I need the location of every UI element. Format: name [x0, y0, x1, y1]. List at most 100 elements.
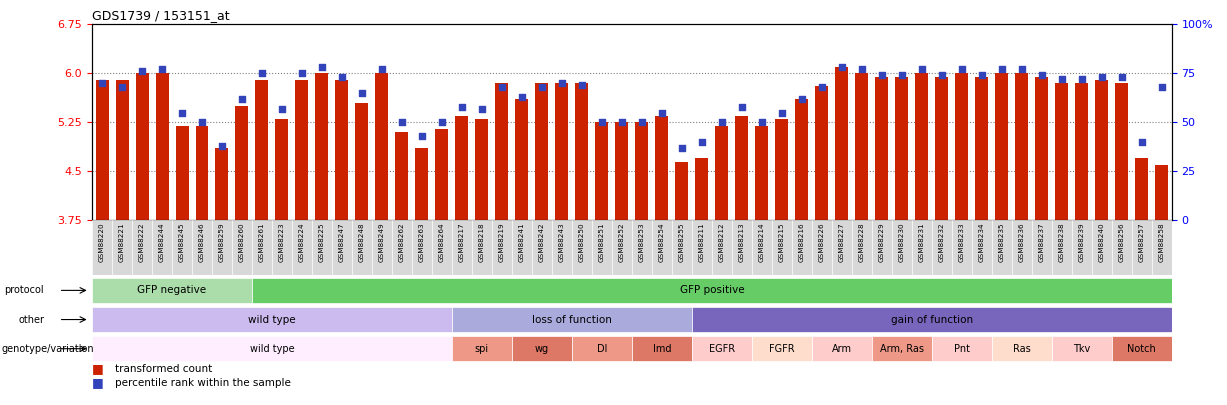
- Bar: [276, 119, 288, 220]
- Bar: [812, 336, 872, 361]
- Bar: [632, 336, 692, 361]
- Bar: [416, 149, 428, 220]
- Text: GSM88264: GSM88264: [439, 222, 445, 262]
- Bar: [1055, 83, 1069, 220]
- Point: [772, 109, 791, 116]
- Bar: [175, 126, 189, 220]
- Text: GSM88249: GSM88249: [379, 222, 385, 262]
- Bar: [252, 220, 272, 275]
- Bar: [552, 220, 572, 275]
- Bar: [255, 80, 269, 220]
- Bar: [852, 220, 872, 275]
- Text: GSM88218: GSM88218: [479, 222, 485, 262]
- Bar: [572, 220, 591, 275]
- Text: wild type: wild type: [249, 344, 294, 354]
- Point: [112, 84, 131, 90]
- Text: Notch: Notch: [1128, 344, 1156, 354]
- Text: GSM88263: GSM88263: [418, 222, 425, 262]
- Bar: [512, 220, 533, 275]
- Point: [393, 119, 412, 126]
- Bar: [715, 126, 729, 220]
- Bar: [556, 83, 568, 220]
- Text: EGFR: EGFR: [709, 344, 735, 354]
- Text: GSM88229: GSM88229: [879, 222, 885, 262]
- Bar: [752, 336, 812, 361]
- Point: [1152, 84, 1172, 90]
- Point: [272, 105, 292, 112]
- Text: GSM88233: GSM88233: [958, 222, 964, 262]
- Point: [1112, 74, 1131, 81]
- Bar: [672, 220, 692, 275]
- Bar: [735, 116, 748, 220]
- Text: gain of function: gain of function: [891, 315, 973, 324]
- Bar: [812, 220, 832, 275]
- Bar: [312, 220, 333, 275]
- Point: [733, 103, 752, 110]
- Bar: [956, 73, 968, 220]
- Text: GSM88251: GSM88251: [599, 222, 605, 262]
- Text: GSM88225: GSM88225: [319, 222, 325, 262]
- Point: [133, 68, 152, 75]
- Text: FGFR: FGFR: [769, 344, 795, 354]
- Point: [612, 119, 632, 126]
- Point: [892, 72, 912, 79]
- Bar: [655, 116, 669, 220]
- Bar: [452, 220, 472, 275]
- Bar: [692, 220, 712, 275]
- Bar: [232, 220, 252, 275]
- Bar: [1072, 220, 1092, 275]
- Text: GSM88211: GSM88211: [699, 222, 704, 262]
- Text: GSM88224: GSM88224: [299, 222, 306, 262]
- Text: GSM88261: GSM88261: [259, 222, 265, 262]
- Bar: [855, 73, 869, 220]
- Bar: [112, 220, 133, 275]
- Bar: [795, 100, 809, 220]
- Bar: [296, 80, 308, 220]
- Bar: [1052, 336, 1112, 361]
- Bar: [872, 336, 931, 361]
- Bar: [452, 336, 512, 361]
- Point: [232, 96, 252, 102]
- Point: [333, 74, 352, 81]
- Bar: [675, 162, 688, 220]
- Point: [1072, 76, 1092, 83]
- Point: [872, 72, 892, 79]
- Point: [412, 133, 432, 139]
- Bar: [832, 220, 852, 275]
- Text: GSM88228: GSM88228: [859, 222, 865, 262]
- Point: [352, 90, 372, 96]
- Bar: [1096, 80, 1108, 220]
- Bar: [356, 103, 368, 220]
- Text: GSM88235: GSM88235: [999, 222, 1005, 262]
- Text: other: other: [18, 315, 44, 324]
- Text: Arm: Arm: [832, 344, 852, 354]
- Bar: [96, 80, 108, 220]
- Bar: [133, 220, 152, 275]
- Text: GSM88236: GSM88236: [1018, 222, 1025, 262]
- Text: GSM88212: GSM88212: [719, 222, 725, 262]
- Text: Dl: Dl: [596, 344, 607, 354]
- Point: [193, 119, 212, 126]
- Point: [692, 139, 712, 145]
- Point: [552, 80, 572, 86]
- Bar: [475, 119, 488, 220]
- Bar: [652, 220, 672, 275]
- Text: Tkv: Tkv: [1074, 344, 1091, 354]
- Bar: [1156, 165, 1168, 220]
- Bar: [352, 220, 372, 275]
- Bar: [216, 149, 228, 220]
- Text: GSM88216: GSM88216: [799, 222, 805, 262]
- Text: GSM88245: GSM88245: [179, 222, 185, 262]
- Text: Imd: Imd: [653, 344, 671, 354]
- Bar: [372, 220, 391, 275]
- Point: [1133, 139, 1152, 145]
- Bar: [1012, 220, 1032, 275]
- Bar: [772, 220, 791, 275]
- Bar: [1115, 83, 1129, 220]
- Text: Pnt: Pnt: [953, 344, 969, 354]
- Bar: [333, 220, 352, 275]
- Text: ■: ■: [92, 362, 104, 375]
- Point: [972, 72, 991, 79]
- Point: [1052, 76, 1071, 83]
- Bar: [912, 220, 931, 275]
